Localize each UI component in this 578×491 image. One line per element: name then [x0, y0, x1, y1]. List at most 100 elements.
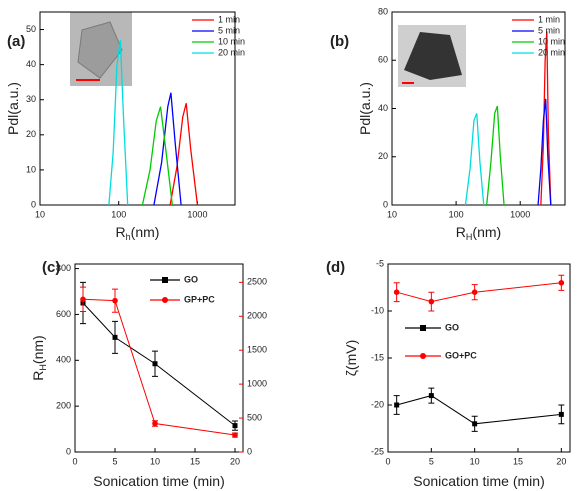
- label-subscript: h: [126, 232, 131, 242]
- y-tick-label: 40: [26, 59, 36, 69]
- series-line: [141, 106, 173, 206]
- legend-label: 20 min: [538, 47, 565, 57]
- label-main: R: [30, 371, 46, 381]
- inset-flake: [77, 21, 123, 79]
- inset-flake: [404, 32, 462, 80]
- series-line: [396, 395, 562, 425]
- label-unit: (nm): [30, 335, 46, 364]
- panel-label: (d): [326, 259, 345, 276]
- legend-label: 1 min: [538, 14, 560, 24]
- x-axis-label: Rh(nm): [116, 224, 160, 243]
- y-axis-label: RH(nm): [30, 335, 49, 380]
- y-tick-label: 600: [56, 309, 71, 319]
- plot-frame: [74, 263, 244, 453]
- series-line: [537, 98, 552, 206]
- marker: [394, 402, 400, 408]
- y-axis-label: ζ(mV): [343, 340, 359, 377]
- marker: [428, 393, 434, 399]
- series-line: [108, 39, 129, 206]
- x-axis-label: Sonication time (min): [93, 473, 225, 489]
- legend-marker: [162, 297, 168, 303]
- x-tick-label: 100: [111, 209, 126, 219]
- series-line: [82, 298, 236, 436]
- label-subscript: H: [38, 364, 48, 371]
- y2-tick-label: 0: [247, 446, 252, 456]
- marker: [112, 334, 118, 340]
- y-tick-label: -15: [371, 352, 384, 362]
- x-tick-label: 10: [387, 209, 397, 219]
- marker: [232, 423, 238, 429]
- legend-marker: [420, 325, 426, 331]
- y2-tick-label: 1500: [247, 345, 267, 355]
- label-main: ζ(mV): [343, 340, 359, 377]
- legend-marker: [420, 353, 426, 359]
- label-main: Sonication time (min): [93, 473, 225, 489]
- marker: [393, 289, 400, 296]
- x-tick-label: 15: [190, 456, 200, 466]
- legend-label: 10 min: [218, 36, 245, 46]
- x-tick-label: 10: [470, 456, 480, 466]
- y-tick-label: 20: [26, 129, 36, 139]
- marker: [80, 296, 86, 303]
- series-line: [464, 113, 485, 206]
- legend-label: GO: [445, 322, 459, 332]
- x-tick-label: 15: [513, 456, 523, 466]
- y-tick-label: 0: [383, 199, 388, 209]
- series-line: [153, 92, 182, 206]
- series-line: [169, 103, 199, 206]
- y-tick-label: 60: [378, 55, 388, 65]
- y2-tick-label: 500: [247, 412, 262, 422]
- y-axis-label: Pdl(a.u.): [5, 82, 21, 135]
- y-tick-label: -10: [371, 305, 384, 315]
- inset-a: [70, 12, 132, 86]
- x-tick-label: 0: [72, 456, 77, 466]
- legend-label: 5 min: [218, 25, 240, 35]
- label-unit: (nm): [131, 224, 160, 240]
- marker: [428, 298, 435, 305]
- y-tick-label: 20: [378, 151, 388, 161]
- label-unit: (nm): [472, 224, 501, 240]
- y-tick-label: 0: [66, 446, 71, 456]
- label-main: R: [456, 224, 466, 240]
- x-tick-label: 10: [150, 456, 160, 466]
- series-line: [82, 302, 236, 427]
- y-tick-label: 50: [26, 24, 36, 34]
- plot-frame: [39, 11, 236, 206]
- y-tick-label: 30: [26, 94, 36, 104]
- marker: [471, 289, 478, 296]
- x-tick-label: 1000: [510, 209, 530, 219]
- marker: [558, 280, 565, 286]
- label-main: Pdl(a.u.): [357, 82, 373, 135]
- y-tick-label: 800: [56, 263, 71, 273]
- x-tick-label: 5: [429, 456, 434, 466]
- label-main: Pdl(a.u.): [5, 82, 21, 135]
- legend-label: GO: [184, 274, 198, 284]
- y2-tick-label: 2500: [247, 277, 267, 287]
- legend-label: 10 min: [538, 36, 565, 46]
- legend-label: 5 min: [538, 25, 560, 35]
- y-tick-label: 80: [378, 6, 388, 16]
- panel-label: (b): [330, 33, 349, 50]
- series-line: [396, 282, 562, 303]
- x-tick-label: 20: [556, 456, 566, 466]
- label-main: R: [116, 224, 126, 240]
- y-tick-label: -20: [371, 399, 384, 409]
- label-main: Sonication time (min): [413, 473, 545, 489]
- legend-marker: [162, 277, 168, 283]
- marker: [152, 420, 158, 427]
- series-line: [540, 31, 552, 206]
- x-tick-label: 100: [449, 209, 464, 219]
- y-tick-label: 400: [56, 355, 71, 365]
- panel-label: (a): [7, 33, 25, 50]
- y-tick-label: -5: [376, 258, 384, 268]
- marker: [472, 421, 478, 427]
- legend-label: GP+PC: [184, 294, 215, 304]
- x-axis-label: Sonication time (min): [413, 473, 545, 489]
- x-tick-label: 0: [385, 456, 390, 466]
- series-line: [486, 105, 505, 206]
- legend-label: 1 min: [218, 14, 240, 24]
- legend-label: GO+PC: [445, 350, 477, 360]
- marker: [112, 297, 118, 304]
- y-tick-label: 10: [26, 164, 36, 174]
- y-axis-label: Pdl(a.u.): [357, 82, 373, 135]
